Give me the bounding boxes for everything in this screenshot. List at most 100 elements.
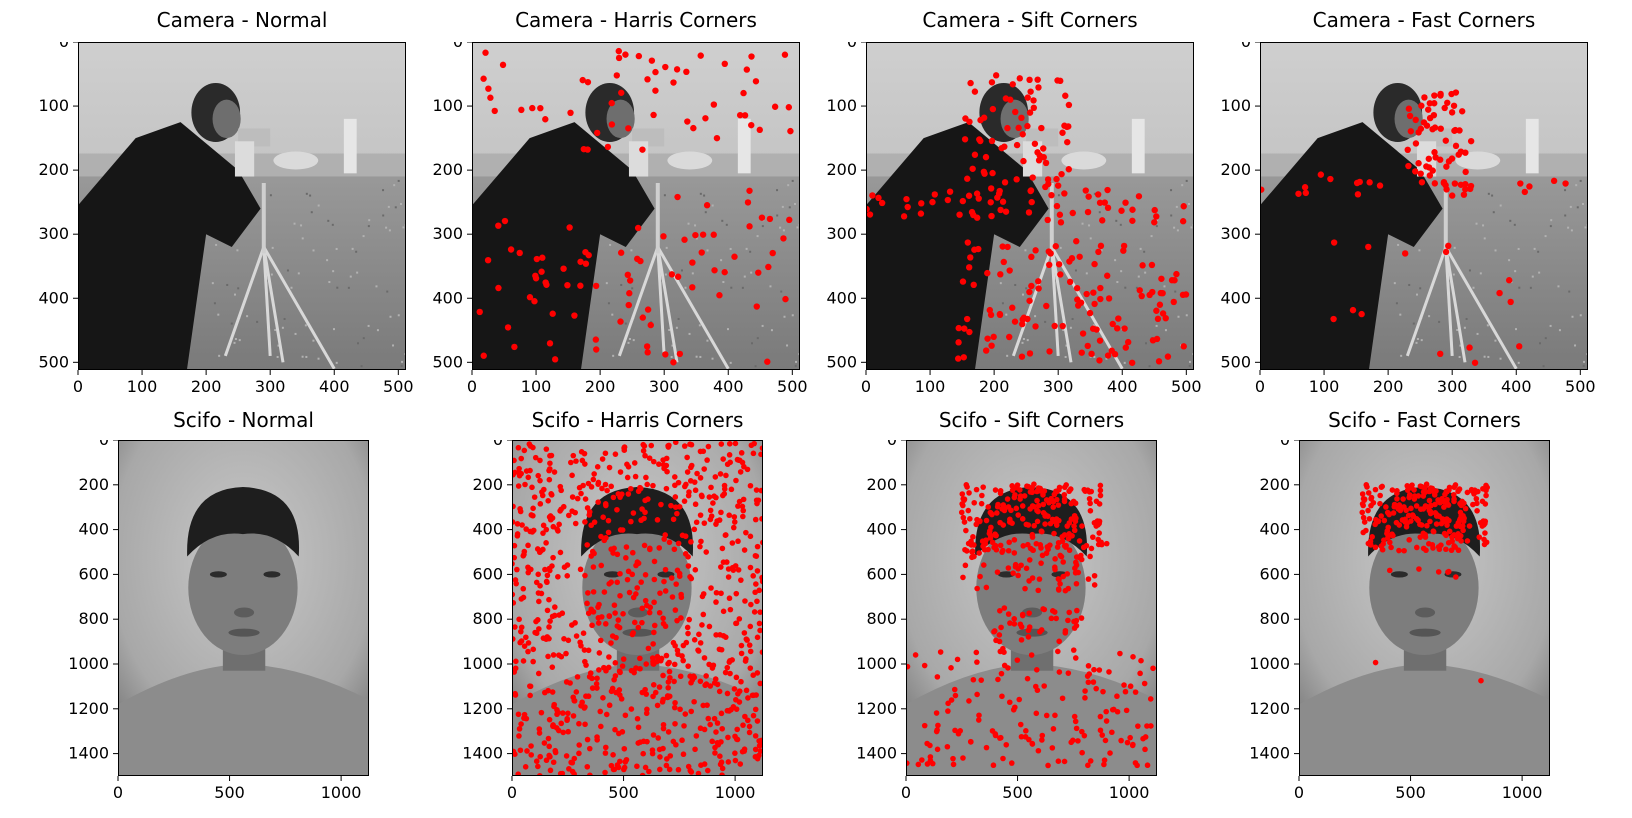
keypoint-marker xyxy=(684,469,691,475)
grass-texture xyxy=(1074,269,1077,272)
grass-texture xyxy=(725,223,728,226)
y-tick-label: 800 xyxy=(78,609,109,628)
keypoint-marker xyxy=(1018,733,1025,740)
grass-texture xyxy=(393,184,396,187)
y-tick-label: 1000 xyxy=(1249,654,1290,673)
keypoint-marker xyxy=(545,653,551,660)
keypoint-marker xyxy=(736,616,743,622)
keypoint-marker xyxy=(740,513,746,520)
grass-texture xyxy=(751,342,754,345)
keypoint-marker xyxy=(944,196,952,204)
keypoint-marker xyxy=(1042,183,1049,191)
keypoint-marker xyxy=(650,682,657,688)
keypoint-marker xyxy=(1365,507,1371,514)
keypoint-marker xyxy=(691,698,697,705)
y-tick-label: 500 xyxy=(38,352,69,371)
keypoint-marker xyxy=(971,499,978,506)
keypoint-marker xyxy=(609,685,616,692)
axes-frame xyxy=(118,440,369,776)
keypoint-marker xyxy=(758,214,766,221)
keypoint-marker xyxy=(561,564,568,570)
grass-texture xyxy=(1579,179,1582,182)
keypoint-marker xyxy=(1011,616,1018,622)
keypoint-marker xyxy=(598,562,605,569)
keypoint-marker xyxy=(945,708,951,714)
keypoint-marker xyxy=(1001,507,1008,514)
keypoint-marker xyxy=(1159,310,1167,317)
keypoint-marker xyxy=(1164,353,1172,360)
keypoint-marker xyxy=(1051,530,1057,537)
keypoint-marker xyxy=(1149,288,1156,296)
keypoint-marker xyxy=(1061,190,1068,197)
keypoint-marker xyxy=(630,594,637,601)
keypoint-marker xyxy=(615,47,622,55)
tripod-leg xyxy=(262,246,336,370)
y-tick-label: 400 xyxy=(472,520,503,539)
keypoint-marker xyxy=(962,546,968,553)
x-tick-label: 500 xyxy=(1002,783,1033,802)
grass-texture xyxy=(327,219,330,222)
keypoint-marker xyxy=(672,494,679,500)
keypoint-marker xyxy=(1035,157,1043,164)
panel-title: Camera - Harris Corners xyxy=(515,8,757,32)
keypoint-marker xyxy=(720,492,726,499)
keypoint-marker xyxy=(608,640,614,646)
keypoint-marker xyxy=(619,729,626,735)
keypoint-marker xyxy=(1437,350,1444,358)
keypoint-marker xyxy=(1379,483,1386,490)
keypoint-marker xyxy=(557,770,564,776)
keypoint-marker xyxy=(623,544,630,550)
keypoint-marker xyxy=(579,76,586,84)
keypoint-marker xyxy=(644,306,652,313)
keypoint-marker xyxy=(1437,125,1444,132)
keypoint-marker xyxy=(545,497,551,504)
keypoint-marker xyxy=(747,533,754,540)
keypoint-marker xyxy=(702,115,709,122)
keypoint-marker xyxy=(687,767,694,774)
grass-texture xyxy=(1408,283,1411,286)
keypoint-marker xyxy=(1394,487,1400,494)
keypoint-marker xyxy=(757,609,763,615)
keypoint-marker xyxy=(748,53,755,60)
keypoint-marker xyxy=(1153,307,1160,314)
grass-texture xyxy=(304,324,307,327)
keypoint-marker xyxy=(1404,146,1411,154)
keypoint-marker xyxy=(713,494,719,501)
keypoint-marker xyxy=(1260,186,1265,193)
keypoint-marker xyxy=(697,543,703,550)
keypoint-marker xyxy=(716,688,723,695)
keypoint-marker xyxy=(546,716,553,723)
grass-texture xyxy=(1001,302,1004,305)
keypoint-marker xyxy=(706,623,713,630)
x-tick-label: 300 xyxy=(1437,377,1468,396)
keypoint-marker xyxy=(955,324,962,332)
grass-texture xyxy=(1537,250,1540,253)
keypoint-marker xyxy=(1418,102,1425,109)
keypoint-marker xyxy=(948,697,955,703)
keypoint-marker xyxy=(1424,522,1430,529)
keypoint-marker xyxy=(666,659,672,666)
grass-texture xyxy=(1006,354,1009,357)
keypoint-marker xyxy=(1086,671,1093,677)
keypoint-marker xyxy=(721,60,728,68)
grass-texture xyxy=(312,339,315,342)
keypoint-marker xyxy=(1043,497,1050,503)
axes-frame xyxy=(906,440,1157,776)
keypoint-marker xyxy=(997,487,1004,494)
keypoint-marker xyxy=(1026,610,1032,616)
keypoint-marker xyxy=(1162,314,1169,322)
grass-texture xyxy=(392,344,395,347)
keypoint-marker xyxy=(994,569,1001,575)
keypoint-marker xyxy=(604,143,612,151)
keypoint-marker xyxy=(552,604,558,610)
keypoint-marker xyxy=(657,754,663,760)
keypoint-marker xyxy=(701,520,708,526)
keypoint-marker xyxy=(1479,498,1486,505)
grass-texture xyxy=(1092,324,1095,327)
keypoint-marker xyxy=(989,105,997,113)
keypoint-marker xyxy=(1408,518,1414,524)
keypoint-marker xyxy=(625,125,632,132)
keypoint-marker xyxy=(537,457,543,464)
grass-texture xyxy=(1021,293,1024,296)
keypoint-marker xyxy=(1023,728,1029,734)
